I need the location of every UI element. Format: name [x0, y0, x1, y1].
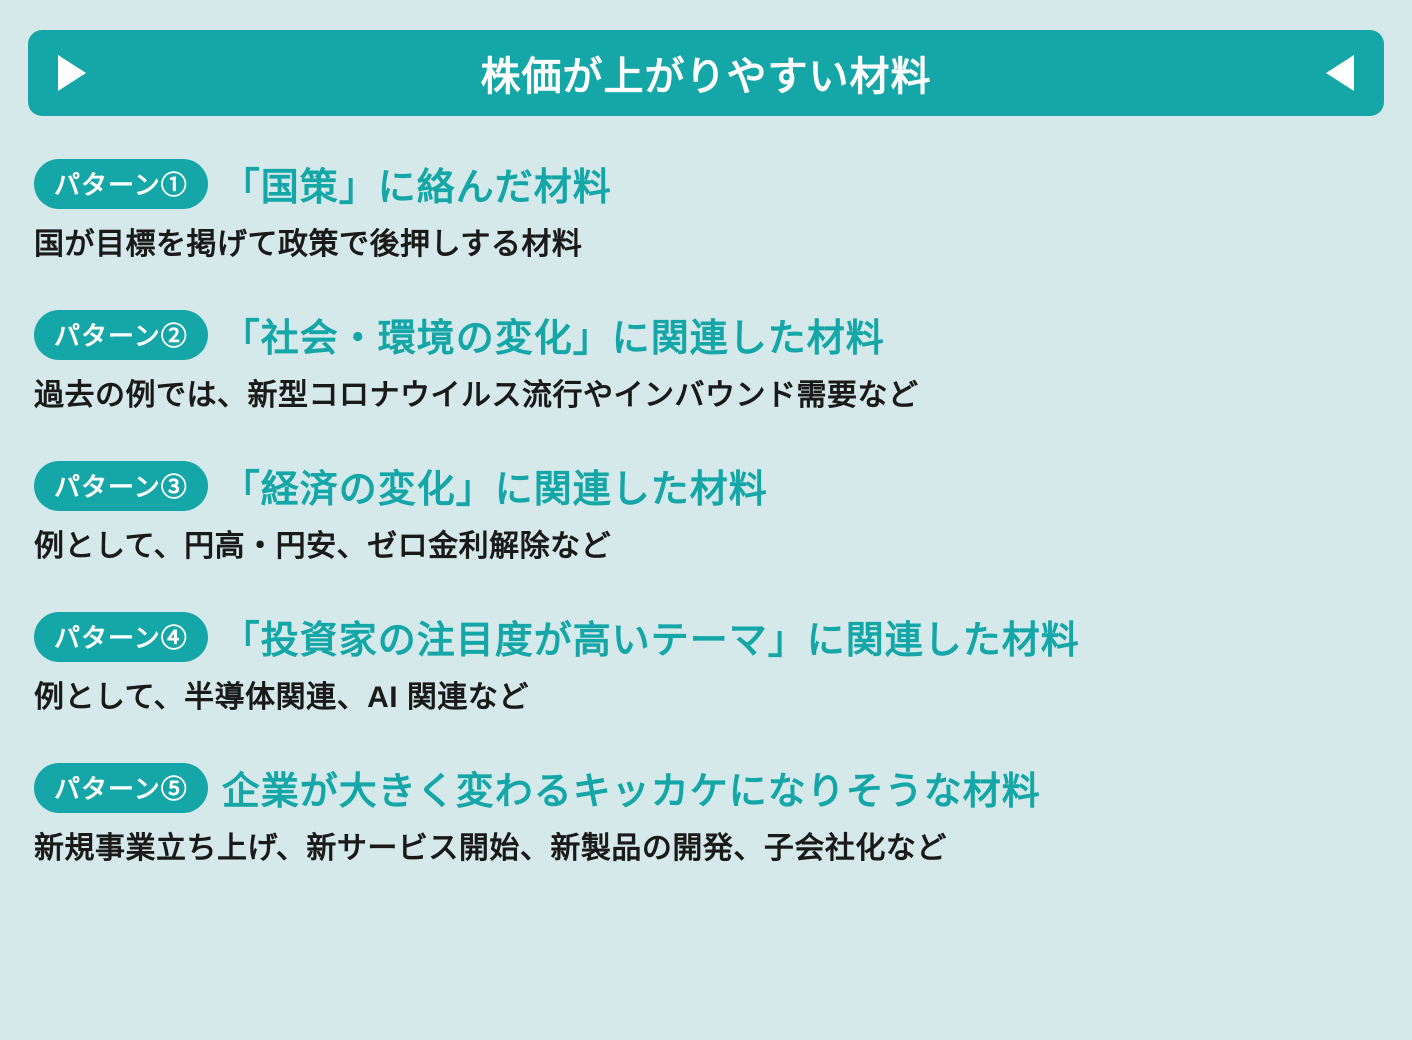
triangle-left-icon [1326, 55, 1354, 91]
pattern-title: 「投資家の注目度が高いテーマ」に関連した材料 [222, 609, 1080, 664]
pattern-description: 例として、円高・円安、ゼロ金利解除など [34, 521, 1378, 565]
page-container: 株価が上がりやすい材料 パターン① 「国策」に絡んだ材料 国が目標を掲げて政策で… [0, 0, 1412, 1040]
pattern-description: 新規事業立ち上げ、新サービス開始、新製品の開発、子会社化など [34, 823, 1378, 867]
pattern-block: パターン⑤ 企業が大きく変わるキッカケになりそうな材料 新規事業立ち上げ、新サー… [34, 760, 1378, 867]
pattern-description: 過去の例では、新型コロナウイルス流行やインバウンド需要など [34, 370, 1378, 414]
pattern-description: 例として、半導体関連、AI 関連など [34, 672, 1378, 716]
pattern-badge: パターン④ [34, 612, 208, 662]
pattern-block: パターン④ 「投資家の注目度が高いテーマ」に関連した材料 例として、半導体関連、… [34, 609, 1378, 716]
header-title: 株価が上がりやすい材料 [481, 44, 932, 102]
pattern-badge: パターン② [34, 310, 208, 360]
header-bar: 株価が上がりやすい材料 [28, 30, 1384, 116]
patterns-list: パターン① 「国策」に絡んだ材料 国が目標を掲げて政策で後押しする材料 パターン… [28, 156, 1384, 867]
pattern-title: 「国策」に絡んだ材料 [222, 156, 612, 211]
pattern-badge: パターン⑤ [34, 763, 208, 813]
pattern-block: パターン③ 「経済の変化」に関連した材料 例として、円高・円安、ゼロ金利解除など [34, 458, 1378, 565]
triangle-right-icon [58, 55, 86, 91]
pattern-title: 企業が大きく変わるキッカケになりそうな材料 [222, 760, 1041, 815]
pattern-header: パターン① 「国策」に絡んだ材料 [34, 156, 1378, 211]
pattern-header: パターン② 「社会・環境の変化」に関連した材料 [34, 307, 1378, 362]
pattern-badge: パターン① [34, 159, 208, 209]
pattern-title: 「社会・環境の変化」に関連した材料 [222, 307, 885, 362]
pattern-title: 「経済の変化」に関連した材料 [222, 458, 768, 513]
pattern-description: 国が目標を掲げて政策で後押しする材料 [34, 219, 1378, 263]
pattern-badge: パターン③ [34, 461, 208, 511]
pattern-header: パターン⑤ 企業が大きく変わるキッカケになりそうな材料 [34, 760, 1378, 815]
pattern-header: パターン③ 「経済の変化」に関連した材料 [34, 458, 1378, 513]
pattern-header: パターン④ 「投資家の注目度が高いテーマ」に関連した材料 [34, 609, 1378, 664]
pattern-block: パターン② 「社会・環境の変化」に関連した材料 過去の例では、新型コロナウイルス… [34, 307, 1378, 414]
pattern-block: パターン① 「国策」に絡んだ材料 国が目標を掲げて政策で後押しする材料 [34, 156, 1378, 263]
